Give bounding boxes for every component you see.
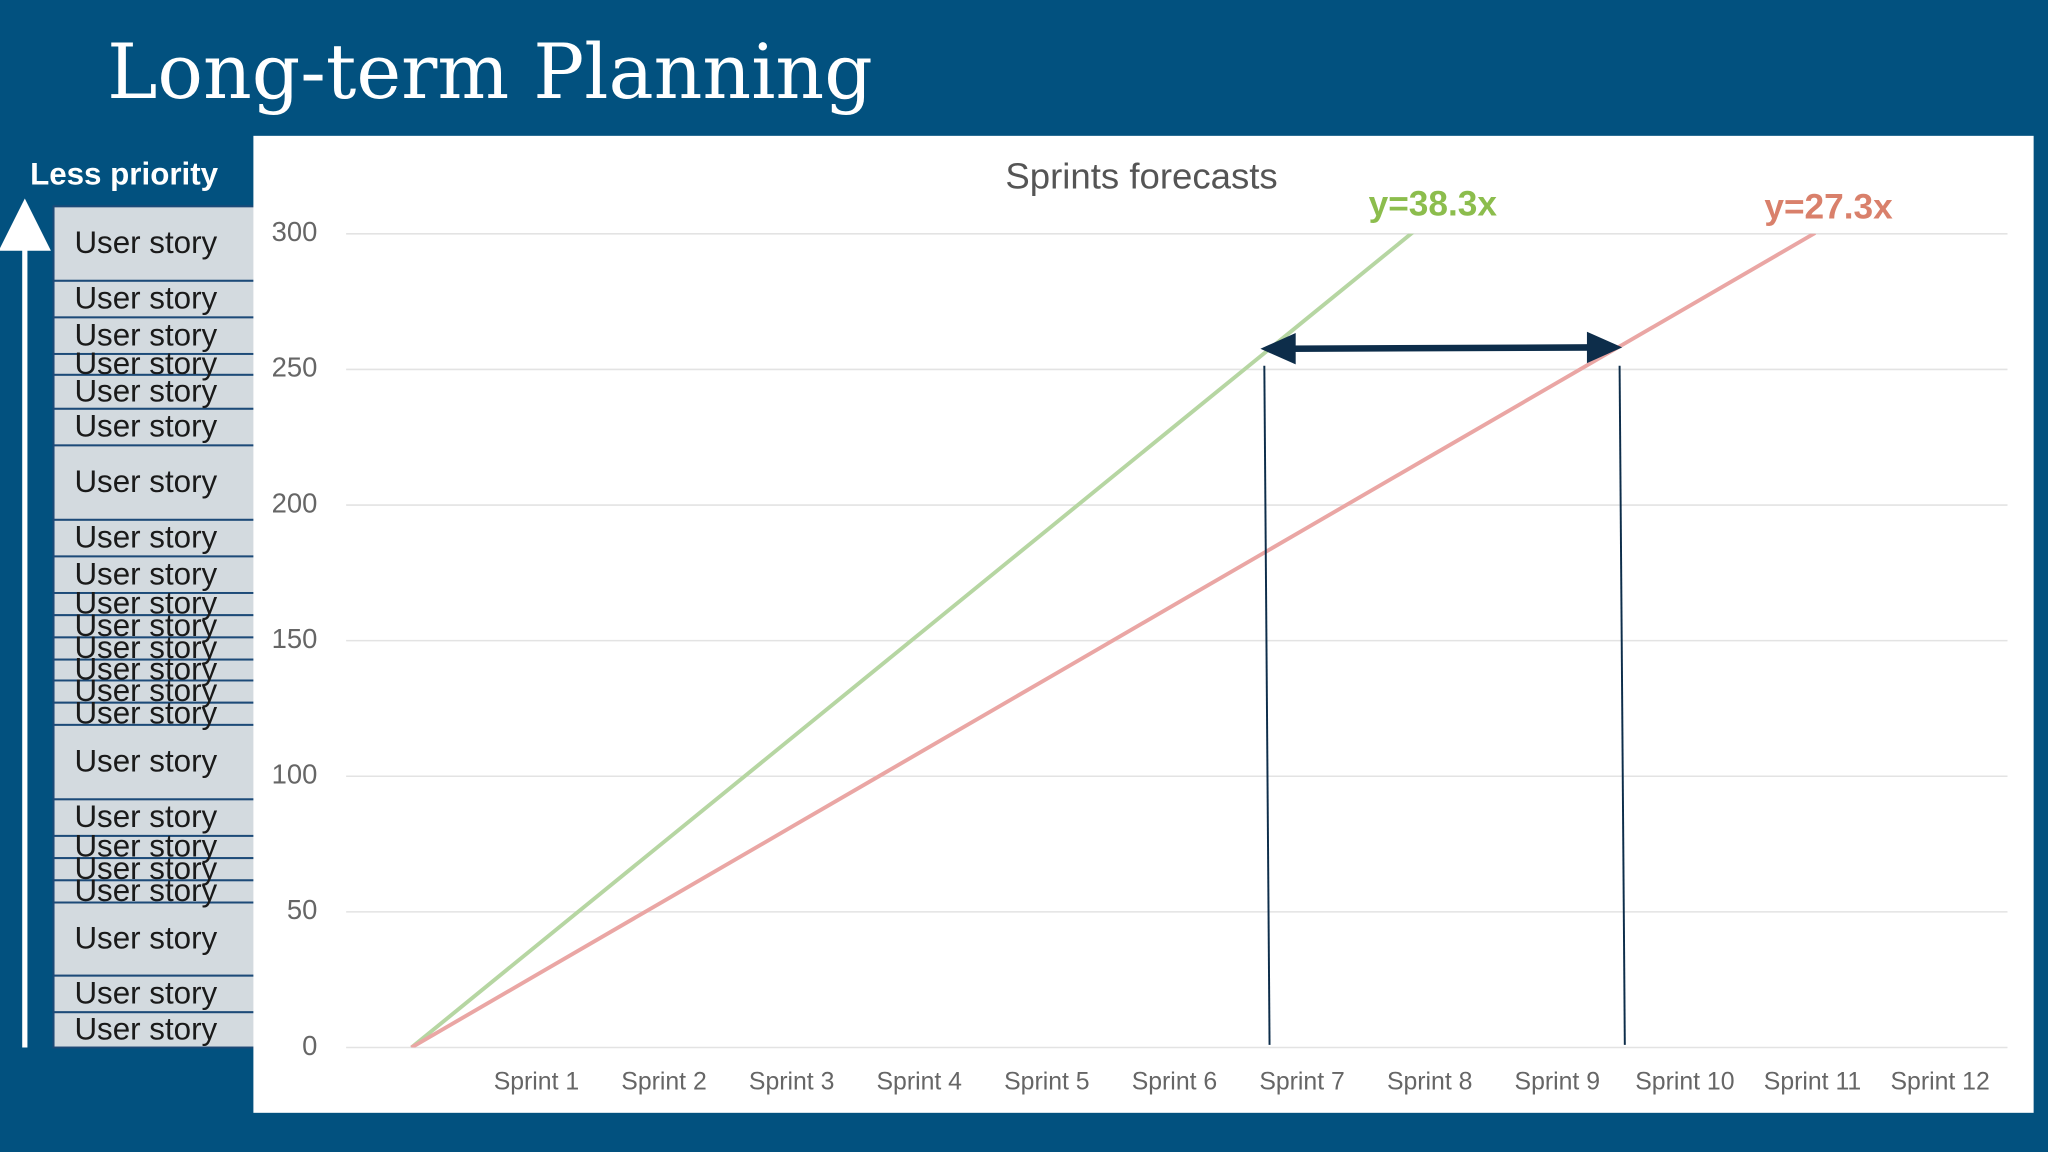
x-tick-label: Sprint 5: [1004, 1068, 1089, 1095]
series-line: [410, 233, 1415, 1048]
x-tick-label: Sprint 11: [1764, 1068, 1861, 1095]
y-tick-label: 200: [272, 487, 318, 518]
y-tick-label: 100: [272, 759, 318, 790]
story-label: User story: [74, 317, 217, 352]
story-box: [52, 974, 261, 1014]
x-tick-label: Sprint 10: [1635, 1068, 1734, 1095]
y-tick-label: 0: [302, 1030, 317, 1061]
story-label: User story: [74, 630, 217, 665]
story-label: User story: [74, 829, 217, 864]
story-label: User story: [74, 799, 217, 834]
story-label: User story: [74, 586, 217, 621]
arrow-head: [1586, 331, 1623, 364]
x-tick-label: Sprint 8: [1387, 1068, 1472, 1095]
equation-label: y=27.3x: [1764, 187, 1893, 226]
x-tick-label: Sprint 9: [1515, 1068, 1600, 1095]
story-label: User story: [74, 976, 217, 1011]
y-tick-label: 50: [287, 894, 317, 925]
y-tick-label: 150: [272, 623, 318, 654]
story-box: [52, 444, 261, 521]
equation-label: y=38.3x: [1369, 185, 1498, 224]
slide-title: Long-term Planning: [107, 28, 873, 116]
chart-title: Sprints forecasts: [1005, 156, 1277, 197]
arrow-head: [1260, 333, 1296, 365]
story-label: User story: [74, 556, 217, 591]
story-label: User story: [74, 608, 217, 643]
story-label: User story: [74, 744, 217, 779]
story-label: User story: [74, 373, 217, 408]
story-label: User story: [74, 409, 217, 444]
x-tick-label: Sprint 3: [749, 1068, 834, 1095]
y-tick-label: 250: [272, 352, 318, 383]
story-label: User story: [74, 851, 217, 886]
plot: 0 50 100 150 200 250 300 Sprint 1 Sprint 2 Sprint…: [272, 185, 2008, 1095]
story-box: [52, 316, 261, 355]
story-label: User story: [74, 673, 217, 708]
story-label: User story: [74, 346, 217, 381]
lines: [410, 233, 1817, 1048]
x-tick-label: Sprint 7: [1259, 1068, 1344, 1095]
story-label: User story: [74, 520, 217, 555]
story-label: User story: [74, 921, 217, 956]
drop-line: [1263, 365, 1271, 1045]
story-box: [52, 407, 261, 447]
story-box: [52, 723, 261, 801]
story-label: User story: [74, 464, 217, 499]
drop-line: [1618, 365, 1626, 1045]
priority-label: Less priority: [30, 157, 219, 192]
x-tick-label: Sprint 12: [1890, 1068, 1989, 1095]
story-box: [52, 1011, 261, 1049]
series-line: [410, 233, 1817, 1048]
story-box: [52, 205, 261, 282]
story-box: [52, 901, 261, 977]
story-label: User story: [74, 281, 217, 316]
story-label: User story: [74, 652, 217, 687]
gap-indicator: [1260, 331, 1626, 1045]
story-label: User story: [74, 873, 217, 908]
gap-arrow: [1286, 344, 1594, 352]
x-tick-label: Sprint 2: [621, 1068, 706, 1095]
story-label: User story: [74, 695, 217, 730]
story-label: User story: [74, 1011, 217, 1046]
x-tick-label: Sprint 4: [877, 1068, 963, 1095]
x-tick-label: Sprint 1: [494, 1068, 579, 1095]
story-label: User story: [74, 225, 217, 260]
y-tick-label: 300: [272, 216, 318, 247]
x-tick-label: Sprint 6: [1132, 1068, 1217, 1095]
